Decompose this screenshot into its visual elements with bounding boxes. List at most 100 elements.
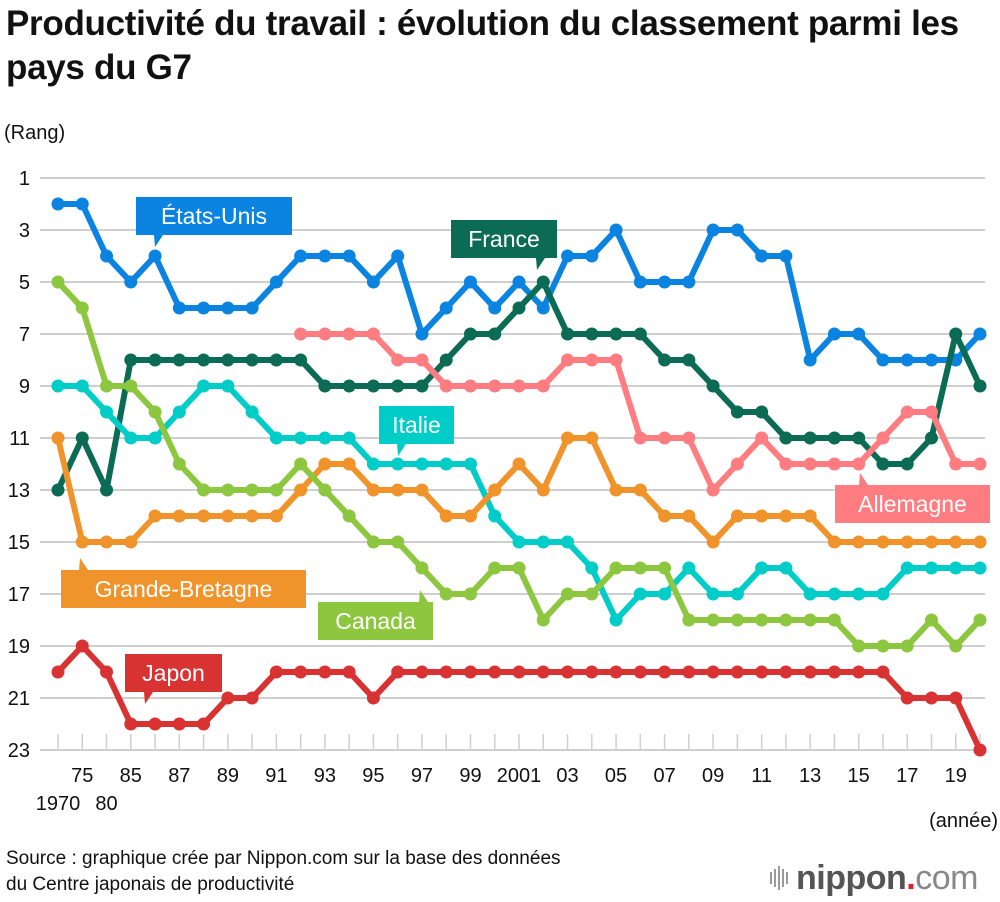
point-uk xyxy=(658,509,672,523)
point-italy xyxy=(75,379,89,393)
point-france xyxy=(148,353,162,367)
point-germany xyxy=(730,457,744,471)
point-italy xyxy=(755,561,769,575)
label-text: Grande-Bretagne xyxy=(95,576,273,602)
x-tick-label: 97 xyxy=(411,765,433,787)
point-uk xyxy=(585,431,599,445)
point-france xyxy=(100,483,114,497)
point-germany xyxy=(366,327,380,341)
x-tick-label: 89 xyxy=(217,765,239,787)
label-box xyxy=(835,485,990,523)
point-canada xyxy=(100,379,114,393)
point-france xyxy=(124,353,138,367)
label-text: Canada xyxy=(335,608,416,634)
logo-bars-icon xyxy=(770,866,788,890)
point-france xyxy=(827,431,841,445)
point-italy xyxy=(100,405,114,419)
point-canada xyxy=(949,639,963,653)
point-france xyxy=(755,405,769,419)
point-france xyxy=(658,353,672,367)
point-canada xyxy=(415,561,429,575)
point-uk xyxy=(269,509,283,523)
point-canada xyxy=(803,613,817,627)
point-italy xyxy=(51,379,65,393)
point-japan xyxy=(100,665,114,679)
point-germany xyxy=(633,431,647,445)
source-line-1: Source : graphique crée par Nippon.com s… xyxy=(6,848,561,869)
point-italy xyxy=(876,587,890,601)
point-japan xyxy=(172,717,186,731)
point-canada xyxy=(488,561,502,575)
point-france xyxy=(221,353,235,367)
point-canada xyxy=(512,561,526,575)
x-tick-label: 93 xyxy=(314,765,336,787)
point-uk xyxy=(100,535,114,549)
point-canada xyxy=(221,483,235,497)
label-canada: Canada xyxy=(318,590,433,640)
point-usa xyxy=(221,301,235,315)
label-usa: États-Unis xyxy=(136,197,292,247)
point-italy xyxy=(124,431,138,445)
point-germany xyxy=(585,353,599,367)
label-pointer xyxy=(154,235,163,247)
source-line-2: du Centre japonais de productivité xyxy=(6,874,295,895)
point-italy xyxy=(148,431,162,445)
y-tick-label: 11 xyxy=(9,428,30,450)
point-canada xyxy=(779,613,793,627)
point-usa xyxy=(100,249,114,263)
label-germany: Allemagne xyxy=(835,473,990,523)
point-italy xyxy=(852,587,866,601)
point-usa xyxy=(852,327,866,341)
point-canada xyxy=(391,535,405,549)
point-uk xyxy=(366,483,380,497)
point-italy xyxy=(561,535,575,549)
point-germany xyxy=(779,457,793,471)
point-japan xyxy=(269,665,283,679)
point-uk xyxy=(391,483,405,497)
point-uk xyxy=(852,535,866,549)
point-usa xyxy=(609,223,623,237)
logo-dot: . xyxy=(906,858,916,897)
point-germany xyxy=(294,327,308,341)
label-france: France xyxy=(451,220,557,270)
point-canada xyxy=(827,613,841,627)
point-usa xyxy=(827,327,841,341)
point-italy xyxy=(172,405,186,419)
point-italy xyxy=(463,457,477,471)
point-usa xyxy=(973,327,987,341)
point-usa xyxy=(924,353,938,367)
point-usa xyxy=(415,327,429,341)
point-japan xyxy=(439,665,453,679)
point-usa xyxy=(706,223,720,237)
point-usa xyxy=(876,353,890,367)
point-uk xyxy=(245,509,259,523)
point-france xyxy=(536,275,550,289)
point-italy xyxy=(585,561,599,575)
point-italy xyxy=(609,613,623,627)
series-japan xyxy=(51,639,987,757)
point-uk xyxy=(172,509,186,523)
point-italy xyxy=(633,587,647,601)
point-usa xyxy=(439,301,453,315)
label-box xyxy=(136,197,292,235)
point-italy xyxy=(900,561,914,575)
point-japan xyxy=(827,665,841,679)
point-uk xyxy=(730,509,744,523)
point-canada xyxy=(294,457,308,471)
label-pointer xyxy=(397,444,406,456)
point-germany xyxy=(488,379,502,393)
label-pointer xyxy=(419,590,428,602)
x-tick-label: 80 xyxy=(95,793,117,815)
point-canada xyxy=(658,561,672,575)
point-canada xyxy=(51,275,65,289)
point-france xyxy=(294,353,308,367)
point-germany xyxy=(439,379,453,393)
series-france xyxy=(51,275,987,497)
point-japan xyxy=(924,691,938,705)
point-france xyxy=(852,431,866,445)
y-tick-label: 3 xyxy=(19,220,30,242)
point-canada xyxy=(585,587,599,601)
label-text: Italie xyxy=(392,412,441,438)
point-uk xyxy=(294,483,308,497)
point-japan xyxy=(366,691,380,705)
